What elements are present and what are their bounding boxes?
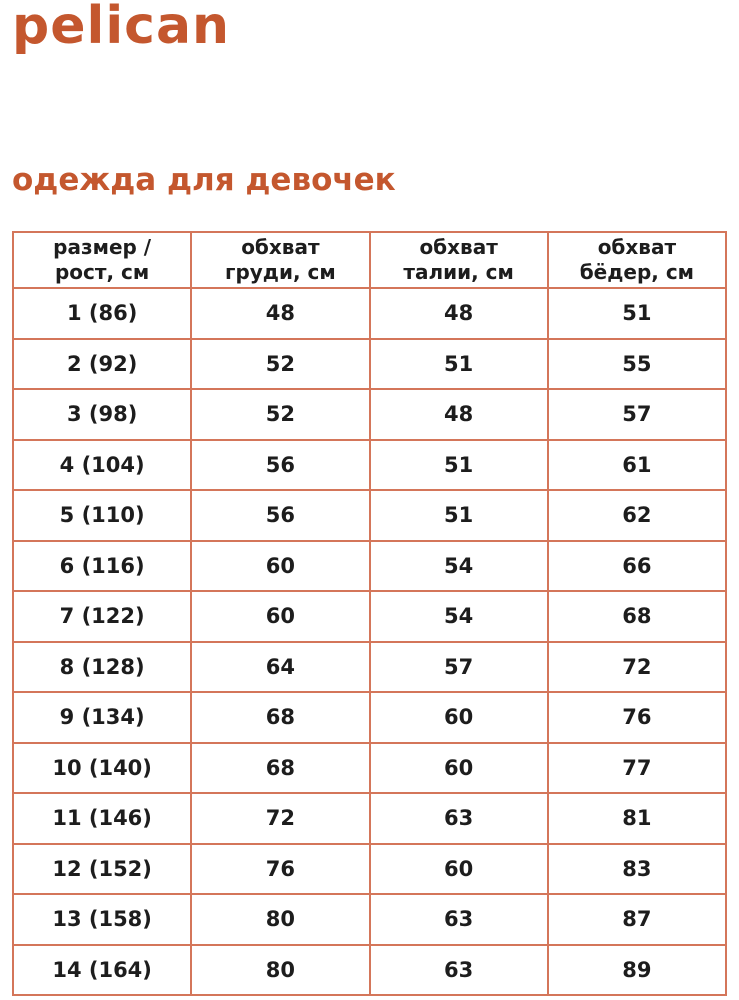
table-cell: 14 (164) — [11, 943, 193, 996]
table-cell: 81 — [546, 792, 728, 845]
table-cell: 56 — [190, 489, 371, 542]
table-row: 3 (98) 52 48 57 — [11, 388, 728, 441]
page-title: одежда для девочек — [12, 162, 396, 198]
table-cell: 60 — [190, 539, 371, 592]
table-row: 6 (116) 60 54 66 — [11, 539, 728, 592]
table-cell: 80 — [190, 943, 371, 996]
brand-logo: pelican — [12, 0, 231, 56]
table-cell: 63 — [368, 943, 549, 996]
table-cell: 61 — [546, 438, 728, 491]
table-cell: 51 — [546, 287, 728, 340]
table-cell: 83 — [546, 842, 728, 895]
table-cell: 64 — [190, 640, 371, 693]
table-cell: 89 — [546, 943, 728, 996]
table-row: 8 (128) 64 57 72 — [11, 640, 728, 693]
table-cell: 72 — [546, 640, 728, 693]
table-row: 10 (140) 68 60 77 — [11, 741, 728, 794]
table-cell: 76 — [190, 842, 371, 895]
table-cell: 57 — [368, 640, 549, 693]
table-cell: 55 — [546, 337, 728, 390]
table-row: 9 (134) 68 60 76 — [11, 691, 728, 744]
table-cell: 72 — [190, 792, 371, 845]
table-row: 12 (152) 76 60 83 — [11, 842, 728, 895]
table-cell: 51 — [368, 337, 549, 390]
table-cell: 80 — [190, 893, 371, 946]
table-cell: 57 — [546, 388, 728, 441]
table-cell: 48 — [368, 388, 549, 441]
table-cell: 68 — [546, 590, 728, 643]
table-cell: 66 — [546, 539, 728, 592]
header-row: размер / рост, см обхват груди, см обхва… — [11, 231, 728, 289]
table-cell: 51 — [368, 438, 549, 491]
table-cell: 68 — [190, 691, 371, 744]
table-row: 11 (146) 72 63 81 — [11, 792, 728, 845]
table-cell: 63 — [368, 893, 549, 946]
table-cell: 62 — [546, 489, 728, 542]
table-cell: 4 (104) — [11, 438, 193, 491]
table-cell: 13 (158) — [11, 893, 193, 946]
table-cell: 48 — [368, 287, 549, 340]
table-cell: 54 — [368, 590, 549, 643]
table-row: 2 (92) 52 51 55 — [11, 337, 728, 390]
table-cell: 77 — [546, 741, 728, 794]
table-cell: 10 (140) — [11, 741, 193, 794]
table-cell: 8 (128) — [11, 640, 193, 693]
table-row: 13 (158) 80 63 87 — [11, 893, 728, 946]
table-cell: 60 — [368, 842, 549, 895]
table-cell: 56 — [190, 438, 371, 491]
table-row: 1 (86) 48 48 51 — [11, 287, 728, 340]
size-chart-table: размер / рост, см обхват груди, см обхва… — [11, 231, 728, 996]
table-cell: 60 — [368, 741, 549, 794]
column-header-size-height: размер / рост, см — [11, 231, 193, 289]
table-row: 5 (110) 56 51 62 — [11, 489, 728, 542]
size-table-header: размер / рост, см обхват груди, см обхва… — [11, 231, 728, 289]
table-cell: 52 — [190, 337, 371, 390]
table-row: 7 (122) 60 54 68 — [11, 590, 728, 643]
table-cell: 54 — [368, 539, 549, 592]
column-header-waist: обхват талии, см — [368, 231, 549, 289]
table-cell: 52 — [190, 388, 371, 441]
table-cell: 48 — [190, 287, 371, 340]
table-cell: 68 — [190, 741, 371, 794]
table-cell: 5 (110) — [11, 489, 193, 542]
table-cell: 63 — [368, 792, 549, 845]
table-cell: 7 (122) — [11, 590, 193, 643]
column-header-hips: обхват бёдер, см — [546, 231, 728, 289]
table-cell: 12 (152) — [11, 842, 193, 895]
table-cell: 87 — [546, 893, 728, 946]
table-cell: 11 (146) — [11, 792, 193, 845]
table-cell: 60 — [190, 590, 371, 643]
table-cell: 3 (98) — [11, 388, 193, 441]
table-row: 4 (104) 56 51 61 — [11, 438, 728, 491]
table-cell: 9 (134) — [11, 691, 193, 744]
table-cell: 76 — [546, 691, 728, 744]
size-table-body: 1 (86) 48 48 51 2 (92) 52 51 55 3 (98) 52 48 57 4 (1… — [11, 287, 728, 996]
table-row: 14 (164) 80 63 89 — [11, 943, 728, 996]
table-cell: 6 (116) — [11, 539, 193, 592]
table-cell: 2 (92) — [11, 337, 193, 390]
table-cell: 60 — [368, 691, 549, 744]
table-cell: 51 — [368, 489, 549, 542]
table-cell: 1 (86) — [11, 287, 193, 340]
column-header-chest: обхват груди, см — [190, 231, 371, 289]
